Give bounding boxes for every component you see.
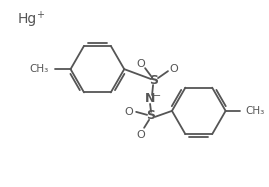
Text: Hg: Hg xyxy=(18,13,37,26)
Text: O: O xyxy=(137,59,146,69)
Text: CH₃: CH₃ xyxy=(29,64,49,74)
Text: S: S xyxy=(147,109,155,122)
Text: N: N xyxy=(145,92,155,105)
Text: O: O xyxy=(169,64,178,74)
Text: +: + xyxy=(36,10,44,21)
Text: S: S xyxy=(150,73,158,87)
Text: −: − xyxy=(153,91,161,101)
Text: O: O xyxy=(137,130,146,140)
Text: O: O xyxy=(125,107,134,117)
Text: CH₃: CH₃ xyxy=(246,106,265,116)
